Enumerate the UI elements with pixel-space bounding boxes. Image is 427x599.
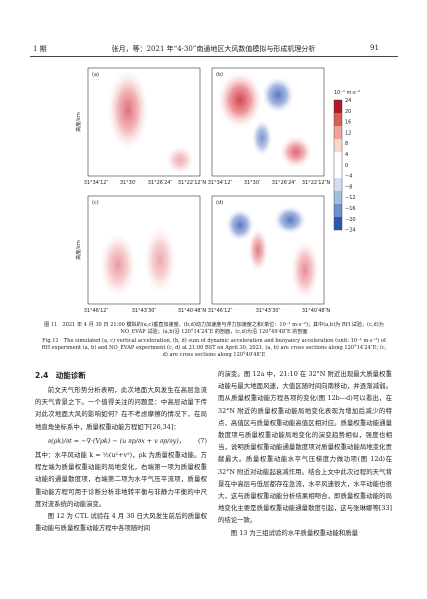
x-tick-label: 31°22′12″N [302, 180, 331, 186]
x-tick-label: 31°26′24″ [272, 180, 297, 186]
equation-number: (7) [197, 436, 207, 445]
colorbar-label: 12 [345, 130, 351, 136]
colorbar-label: −8 [345, 184, 352, 190]
colorbar-label: 0 [345, 163, 348, 169]
colorbar-label: 8 [345, 141, 348, 147]
paragraph: 图 12 为 CTL 试验在 4 月 30 日大风发生前后的质量权重动能与质量权… [35, 512, 207, 533]
equation-row: ∂(ρk)/∂t = −∇·(Vρk) − (u ∂p/∂x + v ∂p/∂y… [35, 433, 207, 449]
paragraph: 的演变。图 12a 中，21:10 在 32°N 附近出现最大质量权重动能与最大… [218, 370, 392, 525]
colorbar-label: 4 [345, 152, 348, 158]
running-title: 张月，等：2021 年“4·30”南通地区大风数值模拟与形成机理分析 [111, 45, 316, 53]
caption-zh: 图 11 2021 年 4 月 30 日 21:00 模拟的(a,c)垂直加速度… [44, 322, 384, 335]
colorbar-label: −4 [345, 174, 352, 180]
x-tick-label: 31°40′48″N [178, 308, 207, 314]
colorbar-unit: 10⁻¹ m·s⁻² [334, 90, 360, 96]
x-tick-label: 31°34′12″ [84, 180, 109, 186]
section-heading: 2.4 动能诊断 [35, 371, 86, 380]
colorbar-label: 20 [345, 109, 351, 115]
x-tick-label: 31°43′30″ [256, 308, 281, 314]
x-tick-label: 31°22′12″N [178, 180, 207, 186]
paragraph: 其中：水平风动能 k = ½(u²+v²)，ρk 为质量权重动能。方程左端为质量… [35, 451, 207, 508]
panel-label: (d) [216, 200, 223, 206]
panel-label: (b) [216, 72, 223, 78]
x-tick-label: 31°30′ [244, 180, 261, 186]
y-axis-label: 高度/km [75, 240, 82, 260]
header-rule [30, 56, 398, 57]
caption-en: Fig.11 The simulated (a, c) vertical acc… [41, 338, 387, 358]
panel-label: (a) [92, 72, 99, 78]
panel-label: (c) [92, 200, 99, 206]
right-column: 的演变。图 12a 中，21:10 在 32°N 附近出现最大质量权重动能与最大… [218, 368, 392, 539]
y-axis-label: 高度/km [75, 112, 82, 132]
colorbar-label: 16 [345, 120, 351, 126]
x-tick-label: 31°40′48″N [302, 308, 331, 314]
colorbar-label: 24 [345, 98, 351, 104]
paragraph: 前文天气形势分析表明，此次地面大风发生在高层急流的天气背景之下。一个值得关注的问… [35, 386, 207, 431]
x-tick-label: 31°30′ [120, 180, 137, 186]
figure: (a) 31°34′12″ 31°30′ 31°26′24″ 31°22′12″N 高度/… [75, 67, 360, 314]
page-number: 91 [370, 44, 379, 52]
colorbar-label: −12 [345, 195, 356, 201]
colorbar-label: −20 [345, 217, 356, 223]
x-tick-label: 31°43′30″ [132, 308, 157, 314]
x-tick-label: 31°46′12″ [84, 308, 109, 314]
x-tick-label: 31°26′24″ [148, 180, 173, 186]
paragraph: 图 13 为三组试验的水平质量权重动能和质量 [230, 528, 359, 537]
equation: ∂(ρk)/∂t = −∇·(Vρk) − (u ∂p/∂x + v ∂p/∂y… [47, 436, 186, 445]
left-column: 前文天气形势分析表明，此次地面大风发生在高层急流的天气背景之下。一个值得关注的问… [35, 384, 207, 534]
colorbar-label: −16 [345, 206, 356, 212]
x-tick-label: 31°34′12″ [208, 180, 233, 186]
colorbar-label: −24 [345, 228, 356, 234]
issue: 1 期 [33, 45, 47, 53]
x-tick-label: 31°46′12″ [208, 308, 233, 314]
